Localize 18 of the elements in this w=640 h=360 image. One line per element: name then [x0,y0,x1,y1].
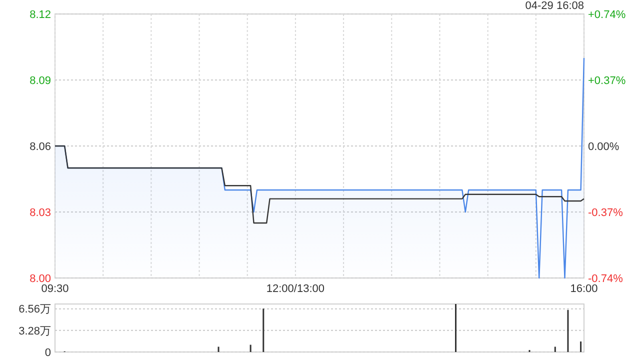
y-tick-label: 8.03 [30,206,51,219]
y2-tick-label: +0.37% [588,74,626,87]
y-tick-label: 0 [44,346,51,359]
y-tick-label: 3.28万 [18,325,51,338]
x-tick-label: 09:30 [41,283,69,295]
y-tick-label: 6.56万 [18,304,51,316]
y-tick-label: 8.09 [30,74,51,87]
line-series [54,145,585,224]
y-tick-label: 8.06 [30,140,51,153]
y2-tick-label: 0.00% [588,140,620,153]
text: 04-29 16:08 [525,0,584,12]
y2-tick-label: -0.37% [588,206,624,219]
x-tick-label: 12:00/13:00 [266,283,325,295]
y2-tick-label: +0.74% [588,8,626,21]
y-tick-label: 8.12 [30,8,51,21]
x-tick-label: 16:00 [570,283,598,295]
y2-tick-label: -0.74% [588,272,624,285]
y-tick-label: 8.00 [30,272,51,285]
